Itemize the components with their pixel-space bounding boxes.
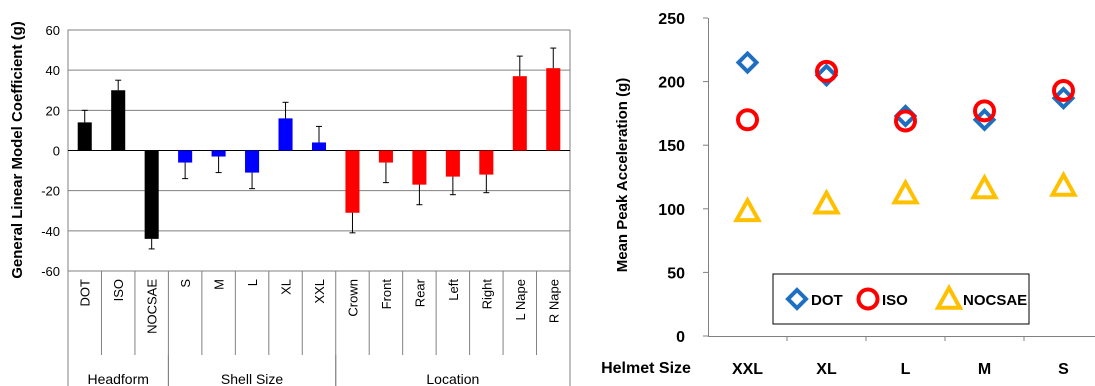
iso-point bbox=[736, 108, 759, 132]
right-y-tick-label: 50 bbox=[667, 265, 685, 282]
category-label: NOCSAE bbox=[145, 279, 160, 334]
bar bbox=[77, 122, 92, 151]
category-label: Left bbox=[446, 279, 461, 301]
category-label: XXL bbox=[312, 279, 327, 304]
right-x-ticks: XXL XL L M S bbox=[732, 336, 1069, 378]
coefficient-bar-chart: -60 -40 -20 0 20 40 60 DOT ISO NOCSAE S M L XL XXL Cro… bbox=[9, 21, 571, 386]
bar bbox=[278, 118, 293, 151]
right-y-tick-labels: 0 50 100 150 200 250 bbox=[658, 11, 708, 346]
right-x-axis-title: Helmet Size bbox=[601, 360, 691, 377]
legend-label: DOT bbox=[811, 292, 843, 309]
bar bbox=[345, 150, 360, 213]
category-label: Front bbox=[379, 279, 394, 310]
bar bbox=[445, 150, 460, 177]
category-label: Crown bbox=[345, 279, 360, 317]
group-label: Headform bbox=[87, 371, 148, 386]
category-label: L bbox=[245, 279, 260, 286]
category-label: L Nape bbox=[513, 279, 528, 320]
bar bbox=[412, 150, 427, 185]
right-x-tick-label: XL bbox=[816, 361, 837, 378]
dot-point bbox=[735, 50, 760, 75]
nocsae-point bbox=[970, 173, 999, 200]
legend-label: NOCSAE bbox=[963, 292, 1027, 309]
bar bbox=[144, 150, 159, 239]
nocsae-point bbox=[733, 196, 762, 223]
left-y-tick-label: 40 bbox=[46, 63, 60, 78]
category-label: M bbox=[212, 279, 227, 290]
right-y-axis-title: Mean Peak Acceleration (g) bbox=[614, 78, 631, 273]
right-y-tick-label: 150 bbox=[658, 138, 685, 155]
right-y-tick-label: 200 bbox=[658, 75, 685, 92]
category-label: R Nape bbox=[546, 279, 561, 323]
nocsae-point bbox=[812, 188, 841, 215]
left-y-axis-title: General Linear Model Coefficient (g) bbox=[9, 21, 26, 279]
bar bbox=[378, 150, 393, 163]
category-label: XL bbox=[279, 279, 294, 295]
legend: DOT ISO NOCSAE bbox=[772, 273, 1030, 325]
right-y-tick-label: 250 bbox=[658, 11, 685, 28]
left-bars bbox=[77, 47, 561, 250]
legend-items: DOT ISO NOCSAE bbox=[785, 283, 1027, 311]
right-x-tick-label: L bbox=[901, 361, 911, 378]
category-label: ISO bbox=[111, 279, 126, 301]
left-y-tick-label: 20 bbox=[46, 103, 60, 118]
right-x-tick-label: XXL bbox=[732, 361, 763, 378]
legend-marker-nocsae bbox=[934, 283, 964, 310]
left-y-tick-labels: -60 -40 -20 0 20 40 60 bbox=[41, 23, 60, 279]
legend-marker-iso bbox=[856, 287, 880, 311]
right-markers bbox=[733, 50, 1078, 223]
right-y-tick-label: 100 bbox=[658, 202, 685, 219]
bar bbox=[512, 76, 527, 151]
iso-point bbox=[894, 109, 917, 133]
category-label: DOT bbox=[78, 279, 93, 307]
category-label: Right bbox=[479, 279, 494, 310]
nocsae-point bbox=[1049, 170, 1078, 197]
left-category-labels: DOT ISO NOCSAE S M L XL XXL Crown Front Rear Left Ri… bbox=[67, 271, 571, 355]
legend-marker-dot bbox=[785, 287, 809, 311]
group-label: Location bbox=[426, 371, 479, 386]
category-label: Rear bbox=[412, 278, 427, 307]
legend-label: ISO bbox=[882, 292, 908, 309]
dot-point bbox=[814, 63, 839, 88]
legend-box bbox=[772, 273, 1030, 325]
iso-point bbox=[1052, 79, 1075, 103]
bar bbox=[479, 150, 494, 175]
iso-point bbox=[973, 99, 996, 123]
bar bbox=[311, 142, 327, 151]
category-label: S bbox=[178, 279, 193, 288]
left-y-tick-label: -40 bbox=[41, 224, 60, 239]
bar bbox=[245, 150, 260, 173]
peak-acceleration-scatter: 0 50 100 150 200 250 XXL XL L M S Mean Peak Accel… bbox=[601, 11, 1095, 378]
right-y-tick-label: 0 bbox=[676, 329, 685, 346]
left-group-labels: Headform Shell Size Location bbox=[67, 355, 571, 386]
bar bbox=[178, 150, 193, 163]
nocsae-point bbox=[891, 178, 920, 205]
right-x-tick-label: S bbox=[1058, 361, 1069, 378]
left-y-tick-label: 60 bbox=[46, 23, 60, 38]
left-y-tick-label: -60 bbox=[41, 264, 60, 279]
right-x-tick-label: M bbox=[978, 361, 991, 378]
bar bbox=[546, 68, 561, 151]
group-label: Shell Size bbox=[221, 371, 283, 386]
left-y-tick-label: -20 bbox=[41, 184, 60, 199]
left-y-tick-label: 0 bbox=[53, 144, 60, 159]
bar bbox=[111, 90, 126, 151]
iso-point bbox=[815, 59, 838, 83]
bar bbox=[211, 150, 226, 157]
